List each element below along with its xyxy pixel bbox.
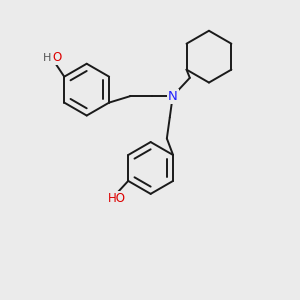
Text: H: H [43, 53, 51, 63]
Text: N: N [168, 90, 178, 103]
Text: HO: HO [107, 192, 125, 205]
Text: O: O [53, 51, 62, 64]
